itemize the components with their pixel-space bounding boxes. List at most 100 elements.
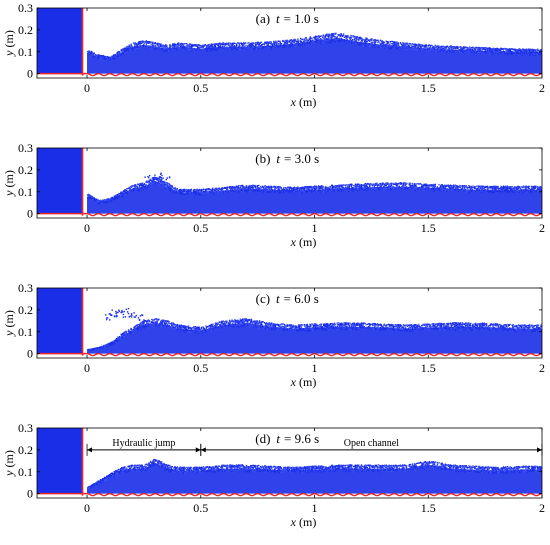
x-tick-label: 2 <box>539 81 545 95</box>
arrow-head <box>537 447 542 453</box>
spray-droplet <box>133 312 135 314</box>
spray-droplet <box>129 315 131 317</box>
x-tick-label: 1.5 <box>421 221 436 235</box>
spray-droplet <box>160 178 163 180</box>
spray-droplet <box>160 172 162 174</box>
water-body <box>87 38 542 74</box>
y-axis-label: y(m) <box>2 170 16 197</box>
plot-area <box>37 428 542 497</box>
spray-droplet <box>156 177 159 179</box>
spray-droplet <box>120 311 122 314</box>
particles <box>87 458 542 490</box>
spray-droplet <box>138 319 141 321</box>
x-tick-label: 0.5 <box>193 501 208 515</box>
y-tick-label: 0.2 <box>18 443 33 457</box>
arrow-head <box>87 447 93 453</box>
spray-droplet <box>109 319 111 321</box>
y-tick-label: 0.2 <box>18 163 33 177</box>
spray-droplet <box>135 314 137 317</box>
spray-droplet <box>122 316 125 318</box>
x-tick-label: 1.5 <box>421 501 436 515</box>
spray-droplet <box>147 175 149 178</box>
spray-droplet <box>127 312 130 315</box>
spray-droplet <box>111 314 113 316</box>
particles <box>87 176 542 204</box>
x-tick-label: 1 <box>312 81 318 95</box>
reservoir-water <box>37 148 83 214</box>
y-tick-label: 0 <box>27 487 33 501</box>
y-axis-label: y(m) <box>2 30 16 57</box>
spray-droplet <box>115 310 117 313</box>
bed-boundary <box>86 72 542 77</box>
spray-droplet <box>123 310 125 313</box>
axes-frame <box>36 147 543 219</box>
y-tick-label: 0.1 <box>18 325 33 339</box>
y-tick-label: 0.3 <box>18 281 33 295</box>
particles <box>87 32 542 61</box>
spray-droplet <box>160 177 163 179</box>
spray-droplet <box>113 315 116 318</box>
bed-boundary <box>86 212 542 217</box>
spray-droplet <box>154 174 156 176</box>
spray-droplet <box>108 313 110 315</box>
panels: 0 0.5 1 1.5 2 0 0.1 0.2 0.3 x (m) y(m) (a) t = 1.0 s 0 0… <box>2 1 545 529</box>
spray-droplet <box>144 176 146 178</box>
panel-a: 0 0.5 1 1.5 2 0 0.1 0.2 0.3 x (m) y(m) (a) t = 1.0 s <box>2 1 545 109</box>
y-tick-label: 0.3 <box>18 1 33 15</box>
axes-frame <box>36 287 543 359</box>
x-tick-label: 1 <box>312 221 318 235</box>
panel-title: (a) t = 1.0 s <box>256 11 319 26</box>
panel-d: 0 0.5 1 1.5 2 0 0.1 0.2 0.3 x (m) y(m) (d) t = 9.6 s Hy… <box>2 421 545 529</box>
spray-droplet <box>151 180 153 183</box>
spray-droplet <box>152 177 154 179</box>
spray-droplet <box>141 314 144 316</box>
panel-c: 0 0.5 1 1.5 2 0 0.1 0.2 0.3 x (m) y(m) (c) t = 6.0 s <box>2 281 545 389</box>
x-tick-label: 2 <box>539 501 545 515</box>
spray-droplet <box>121 309 123 312</box>
spray-droplet <box>150 180 153 182</box>
spray-droplet <box>118 310 121 312</box>
y-axis-label: y(m) <box>2 450 16 477</box>
y-tick-label: 0.3 <box>18 421 33 435</box>
y-axis-label: y(m) <box>2 310 16 337</box>
spray-droplet <box>111 309 113 311</box>
plot-area <box>37 8 542 77</box>
spray-droplet <box>148 177 150 179</box>
axes-frame <box>36 427 543 499</box>
spray-droplet <box>141 314 143 316</box>
spray-droplet <box>155 179 158 181</box>
spray-droplet <box>106 317 108 319</box>
x-tick-label: 0.5 <box>193 221 208 235</box>
spray-droplet <box>137 317 140 319</box>
spray-droplet <box>159 173 162 175</box>
x-tick-label: 2 <box>539 361 545 375</box>
spray-droplet <box>133 316 135 318</box>
y-tick-label: 0.1 <box>18 465 33 479</box>
annotation-label: Open channel <box>344 438 399 449</box>
x-tick-label: 0 <box>84 501 90 515</box>
y-tick-label: 0 <box>27 347 33 361</box>
spray-droplet <box>118 309 120 311</box>
spray-droplet <box>146 180 148 182</box>
spray-droplet <box>125 308 128 310</box>
spray-droplet <box>122 313 125 316</box>
particles <box>87 318 542 352</box>
arrow-head <box>195 447 201 453</box>
x-tick-label: 0.5 <box>193 81 208 95</box>
y-tick-label: 0 <box>27 67 33 81</box>
panel-title: (c) t = 6.0 s <box>256 291 319 306</box>
x-tick-label: 0.5 <box>193 361 208 375</box>
spray-droplet <box>109 313 111 315</box>
y-tick-label: 0.1 <box>18 45 33 59</box>
x-tick-label: 1.5 <box>421 361 436 375</box>
x-axis-label: x (m) <box>290 375 317 389</box>
annotation-1: Open channel <box>200 438 543 456</box>
x-axis-label: x (m) <box>290 515 317 529</box>
spray-droplet <box>130 316 133 318</box>
spray-droplet <box>105 318 108 321</box>
spray-droplet <box>149 175 151 177</box>
spray-droplet <box>117 311 119 314</box>
spray-droplet <box>159 176 162 179</box>
spray-droplet <box>143 319 145 321</box>
y-tick-label: 0.1 <box>18 185 33 199</box>
